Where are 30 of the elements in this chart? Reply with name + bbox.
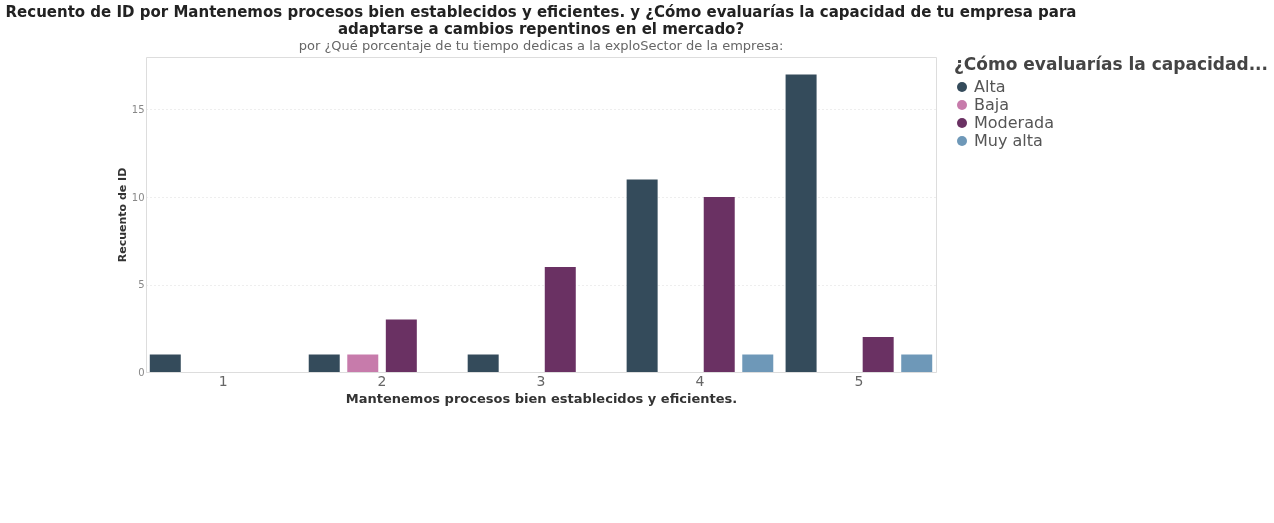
y-tick-label: 15 — [131, 104, 145, 115]
bar — [785, 74, 817, 372]
x-tick-label: 2 — [377, 372, 387, 389]
bar — [703, 197, 735, 372]
chart-subtitle: por ¿Qué porcentaje de tu tiempo dedicas a la exploSector de la empresa: — [298, 38, 784, 53]
bar — [626, 179, 658, 372]
y-tick-label: 5 — [138, 279, 145, 290]
legend-title: ¿Cómo evaluarías la capacidad... — [954, 54, 1269, 74]
bar — [467, 354, 499, 372]
x-axis-title: Mantenemos procesos bien establecidos y eficientes. — [345, 390, 738, 406]
bar — [347, 354, 379, 372]
y-tick-label: 0 — [138, 366, 145, 378]
bar — [742, 354, 774, 372]
x-tick-label: 3 — [536, 372, 546, 389]
y-axis-title: Recuento de ID — [115, 167, 129, 263]
legend-label: Baja — [974, 95, 1010, 114]
legend-label: Moderada — [974, 113, 1054, 132]
bar — [862, 337, 894, 372]
bar — [901, 354, 933, 372]
x-tick-label: 4 — [695, 372, 705, 389]
legend-label: Muy alta — [974, 131, 1043, 150]
bar — [385, 319, 417, 372]
legend-label: Alta — [974, 77, 1006, 96]
bar — [544, 267, 576, 372]
chart-title: Recuento de ID por Mantenemos procesos bien establecidos y eficientes. y ¿Cómo evaluarías la capacidad de tu empresa para adaptarse a cambios repentinos en el mercado? — [5, 3, 1077, 38]
x-tick-label: 1 — [218, 372, 228, 389]
y-tick-label: 10 — [131, 191, 145, 203]
bar — [149, 354, 181, 372]
bar — [308, 354, 340, 372]
x-tick-label: 5 — [854, 372, 864, 389]
